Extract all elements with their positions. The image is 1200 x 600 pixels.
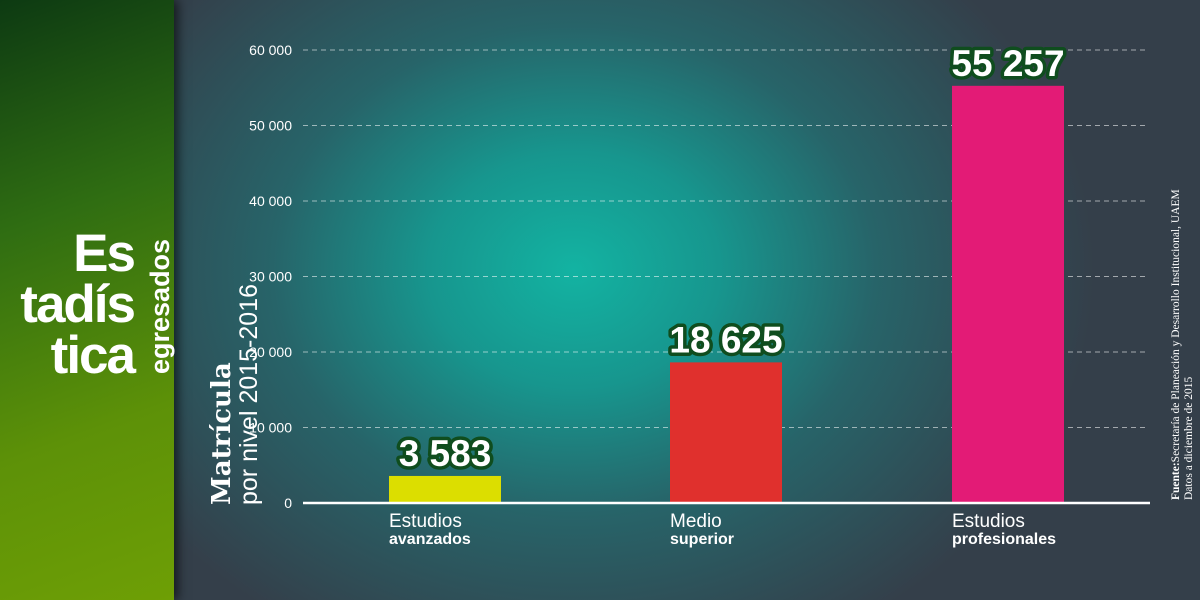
y-tick-label: 10 000: [249, 420, 292, 436]
title-line-1: Es: [73, 224, 136, 283]
bars: [389, 85, 1064, 504]
left-title-panel: Es tadís tica egresados: [0, 0, 175, 600]
y-tick-label: 0: [284, 495, 292, 511]
category-label-line-1: Medio: [670, 511, 722, 532]
bar-value-label: 3 583: [399, 433, 492, 474]
title-line-3: tica: [50, 326, 136, 385]
y-tick-label: 40 000: [249, 193, 292, 209]
category-label-line-1: Estudios: [952, 511, 1025, 532]
category-label-line-2: superior: [670, 531, 735, 548]
category-label-line-1: Estudios: [389, 511, 462, 532]
bar-value-label: 55 257: [951, 43, 1064, 84]
title-line-2: tadís: [20, 275, 136, 334]
bar: [670, 362, 782, 503]
bar: [389, 475, 501, 503]
y-tick-label: 30 000: [249, 269, 292, 285]
main-title: Es tadís tica: [20, 224, 136, 385]
category-label: Medio superior: [670, 511, 735, 549]
category-label-line-2: profesionales: [952, 531, 1057, 548]
y-tick-labels: 0 10 000 20 000 30 000 40 000 50 000 60 000: [249, 42, 292, 511]
y-tick-label: 60 000: [249, 42, 292, 58]
category-label: Estudios profesionales: [952, 511, 1057, 549]
bar: [952, 85, 1064, 504]
y-tick-label: 50 000: [249, 118, 292, 134]
bar-value-label: 18 625: [669, 319, 782, 360]
category-label: Estudios avanzados: [389, 511, 471, 549]
y-tick-label: 20 000: [249, 344, 292, 360]
category-label-line-2: avanzados: [389, 531, 471, 548]
value-labels: 3 583 18 625 55 257: [395, 39, 1068, 477]
